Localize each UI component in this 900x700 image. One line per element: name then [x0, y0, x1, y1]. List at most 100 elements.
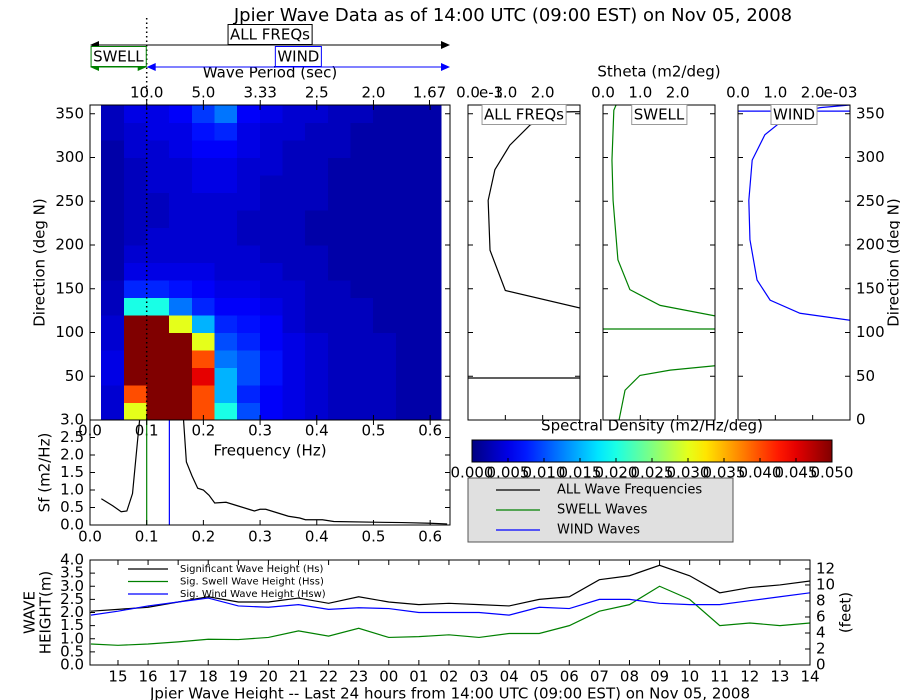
- heatmap-cell: [146, 262, 170, 281]
- heatmap-cell: [282, 349, 306, 368]
- heatmap-cell: [237, 209, 261, 228]
- heatmap-cell: [237, 192, 261, 211]
- y-tick-label: 3.0: [60, 577, 84, 595]
- heatmap-cell: [169, 279, 193, 298]
- colorbar-tick-label: 0.015: [559, 464, 602, 482]
- heatmap-cell: [214, 174, 238, 193]
- heatmap-cell: [123, 349, 147, 368]
- heatmap-cell: [123, 314, 147, 333]
- band-label-group: SWELL: [90, 46, 147, 67]
- heatmap-cell: [418, 209, 442, 228]
- heatmap-cell: [350, 349, 374, 368]
- x-tick-label: 0.6: [418, 422, 442, 440]
- heatmap-cell: [418, 279, 442, 298]
- heatmap-cell: [146, 209, 170, 228]
- heatmap-cell: [282, 192, 306, 211]
- heatmap-cell: [259, 174, 284, 193]
- heatmap-cell: [191, 297, 215, 316]
- heatmap-cell: [259, 349, 284, 368]
- x-tick-label: 15: [108, 668, 127, 686]
- heatmap-cell: [237, 139, 261, 158]
- heatmap-cell: [395, 332, 420, 351]
- heatmap-cell: [214, 192, 238, 211]
- x-tick-label: 16: [139, 668, 158, 686]
- heatmap-cell: [259, 192, 284, 211]
- heatmap-cell: [327, 227, 352, 246]
- heatmap-cell: [373, 332, 397, 351]
- heatmap-cell: [395, 402, 420, 420]
- heatmap-cell: [373, 244, 397, 263]
- y-tick-label: 100: [856, 323, 885, 341]
- profile-line: [603, 105, 715, 420]
- heatmap-cell: [395, 122, 420, 141]
- y2-tick-label: 2: [816, 639, 826, 657]
- heatmap-cell: [146, 332, 170, 351]
- heatmap-cell: [191, 262, 215, 281]
- heatmap-cell: [259, 402, 284, 420]
- y-tick-label: 3.0: [60, 411, 84, 429]
- heatmap-cell: [282, 139, 306, 158]
- heatmap-cell: [373, 122, 397, 141]
- heatmap-cell: [305, 262, 329, 281]
- heatmap-cell: [395, 227, 420, 246]
- heatmap-cell: [191, 174, 215, 193]
- heatmap-cell: [237, 332, 261, 351]
- heatmap-cell: [327, 105, 352, 123]
- heatmap-cell: [395, 157, 420, 176]
- x-tick-label: 01: [409, 668, 428, 686]
- heatmap-cell: [282, 227, 306, 246]
- heatmap-cell: [259, 105, 284, 123]
- heatmap-cell: [214, 279, 238, 298]
- panel-label: ALL FREQs: [484, 106, 564, 124]
- legend-label: SWELL Waves: [557, 503, 648, 518]
- heatmap-cell: [101, 122, 125, 141]
- heatmap-cell: [259, 367, 284, 386]
- y-tick-label: 1.5: [60, 616, 84, 634]
- heatmap-cell: [237, 349, 261, 368]
- heatmap-cell: [191, 314, 215, 333]
- heatmap-cell: [123, 227, 147, 246]
- series-line: [90, 585, 810, 646]
- heatmap-cell: [123, 384, 147, 403]
- heatmap-cell: [237, 262, 261, 281]
- heatmap-cell: [191, 384, 215, 403]
- heatmap-cell: [259, 262, 284, 281]
- y-tick-label: 350: [55, 104, 84, 122]
- heatmap-cell: [395, 105, 420, 123]
- heatmap-cell: [327, 157, 352, 176]
- heatmap-cell: [123, 244, 147, 263]
- heatmap-cell: [214, 139, 238, 158]
- band-label-box: [227, 24, 313, 45]
- heatmap-cell: [282, 332, 306, 351]
- colorbar-tick-label: 0.030: [667, 464, 710, 482]
- y-tick-label: 100: [55, 323, 84, 341]
- heatmap-cell: [123, 297, 147, 316]
- panel-label-group: SWELL: [631, 104, 688, 125]
- panel-label-group: ALL FREQs: [481, 104, 567, 125]
- top-tick-label: 2.0: [801, 84, 825, 102]
- y-tick-label: 0.5: [60, 498, 84, 516]
- heatmap-cell: [327, 244, 352, 263]
- heatmap-cell: [123, 105, 147, 123]
- y-tick-label: 1.0: [60, 481, 84, 499]
- y-tick-label: 2.5: [60, 428, 84, 446]
- heatmap-cell: [418, 384, 442, 403]
- heatmap-cell: [373, 262, 397, 281]
- heatmap-cell: [395, 262, 420, 281]
- heatmap-cell: [169, 367, 193, 386]
- heatmap-cell: [282, 122, 306, 141]
- x-tick-label: 05: [530, 668, 549, 686]
- heatmap-cell: [373, 297, 397, 316]
- heatmap-cell: [282, 367, 306, 386]
- offset-text: e-03: [824, 84, 858, 102]
- heatmap-cell: [418, 244, 442, 263]
- heatmap-cell: [123, 157, 147, 176]
- heatmap-cell: [169, 244, 193, 263]
- y-tick-label: 0: [856, 411, 866, 429]
- x-axis-label: Jpier Wave Height -- Last 24 hours from …: [149, 685, 750, 700]
- x-tick-label: 18: [199, 668, 218, 686]
- heatmap-cell: [418, 105, 442, 123]
- heatmap-cell: [191, 332, 215, 351]
- heatmap-cell: [395, 349, 420, 368]
- heatmap-cell: [101, 227, 125, 246]
